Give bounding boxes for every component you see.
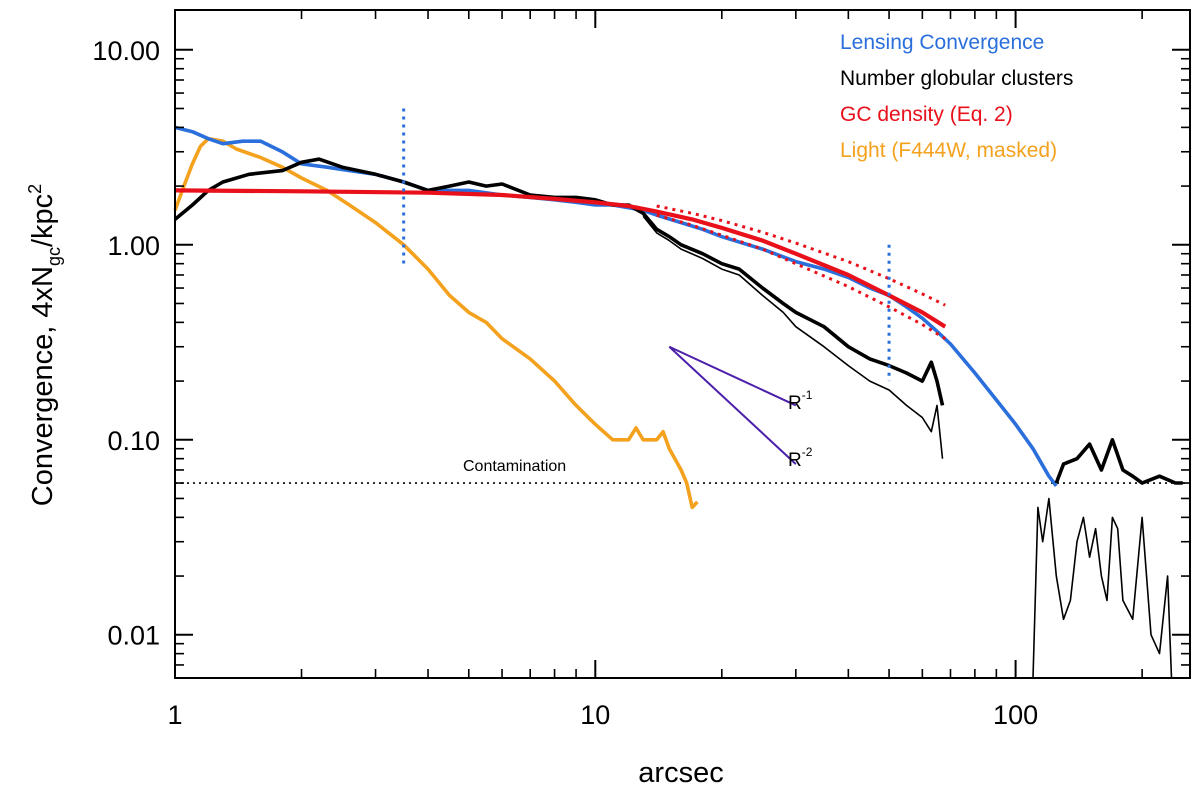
y-axis-title-sub: gc [44, 247, 64, 266]
series-gc-number-thin [642, 215, 944, 459]
x-tick-label: 10 [580, 700, 610, 730]
y-tick-label: 0.01 [107, 621, 160, 651]
ref-label-r2: R-2 [788, 445, 813, 471]
ref-label-r2-sup: -2 [802, 445, 813, 459]
reference-line-2 [668, 345, 797, 465]
series-gc-number-outer [1054, 437, 1183, 485]
y-tick-label: 0.10 [107, 426, 160, 456]
y-tick-label: 10.00 [92, 36, 160, 66]
y-tick-label: 1.00 [107, 231, 160, 261]
ref-label-r2-base: R [788, 450, 802, 471]
ref-label-r1-base: R [788, 393, 802, 414]
y-axis-title-unit: /kpc [27, 194, 59, 247]
legend: Lensing Convergence Number globular clus… [840, 31, 1073, 162]
ref-label-r1-sup: -1 [802, 388, 813, 402]
x-tick-label: 1 [167, 700, 182, 730]
y-axis-title-sup: 2 [25, 184, 45, 194]
series-light [173, 136, 699, 510]
legend-item-gc-number: Number globular clusters [840, 67, 1073, 90]
contamination-label: Contamination [463, 458, 566, 475]
x-tick-label: 100 [993, 700, 1038, 730]
marker-layer [402, 108, 891, 465]
series-layer [173, 125, 1190, 679]
legend-item-light: Light (F444W, masked) [840, 139, 1057, 162]
plot-frame [174, 9, 1191, 679]
series-gc-density-upper [656, 204, 946, 307]
legend-item-gc-density: GC density (Eq. 2) [840, 103, 1013, 126]
legend-item-lensing: Lensing Convergence [840, 31, 1044, 54]
x-axis-title: arcsec [638, 757, 723, 789]
y-axis-title-main: Convergence, 4xN [27, 266, 59, 506]
reference-line-1 [668, 345, 797, 407]
series-gc-density [174, 188, 947, 329]
tick-layer: 1 10 100 0.01 0.10 1.00 10.00 [92, 10, 1190, 730]
ref-label-r1: R-1 [788, 388, 813, 414]
y-axis-title: Convergence, 4xNgc/kpc2 [25, 184, 64, 506]
series-gc-number-outer-thin [1032, 497, 1173, 679]
